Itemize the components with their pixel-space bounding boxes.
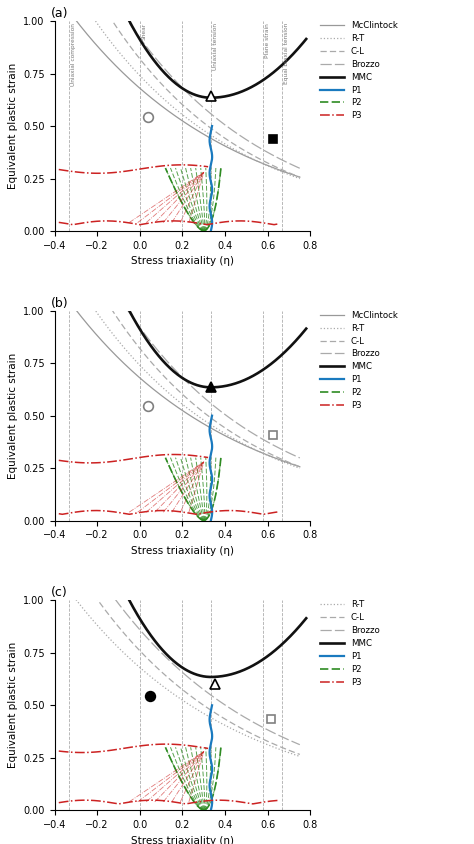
Y-axis label: Equivalent plastic strain: Equivalent plastic strain — [8, 63, 18, 189]
X-axis label: Stress triaxiality (η): Stress triaxiality (η) — [131, 546, 234, 556]
Text: Plane strain: Plane strain — [264, 23, 270, 58]
Legend: McClintock, R-T, C-L, Brozzo, MMC, P1, P2, P3: McClintock, R-T, C-L, Brozzo, MMC, P1, P… — [320, 311, 398, 410]
Text: Uniaxial compression: Uniaxial compression — [71, 23, 75, 86]
Text: (a): (a) — [51, 7, 68, 20]
Y-axis label: Equivalent plastic strain: Equivalent plastic strain — [8, 353, 18, 479]
Legend: McClintock, R-T, C-L, Brozzo, MMC, P1, P2, P3: McClintock, R-T, C-L, Brozzo, MMC, P1, P… — [320, 21, 398, 121]
X-axis label: Stress triaxiality (η): Stress triaxiality (η) — [131, 836, 234, 844]
Y-axis label: Equivalent plastic strain: Equivalent plastic strain — [8, 642, 18, 768]
X-axis label: Stress triaxiality (η): Stress triaxiality (η) — [131, 257, 234, 266]
Text: Shear: Shear — [142, 23, 146, 41]
Text: (c): (c) — [51, 587, 67, 599]
Text: Uniaxial tension: Uniaxial tension — [212, 23, 218, 70]
Text: Equal biaxial tension: Equal biaxial tension — [284, 23, 289, 84]
Text: (b): (b) — [51, 296, 68, 310]
Legend: R-T, C-L, Brozzo, MMC, P1, P2, P3: R-T, C-L, Brozzo, MMC, P1, P2, P3 — [320, 600, 380, 687]
